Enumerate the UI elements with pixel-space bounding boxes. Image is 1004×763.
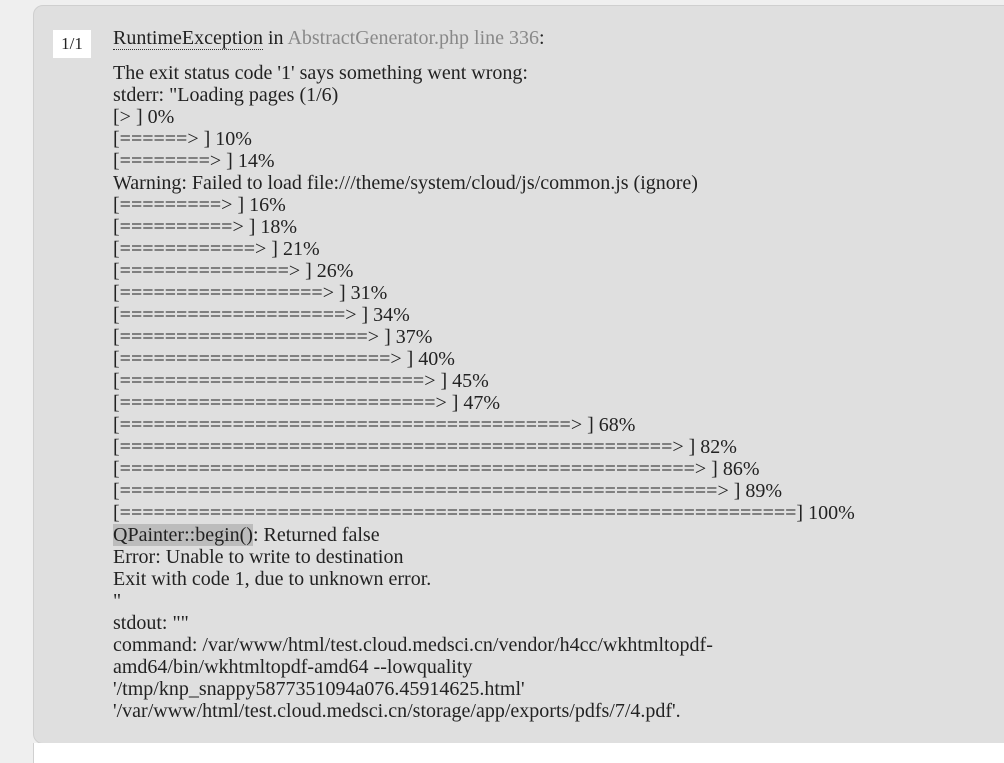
message-line: [========================> ] 40%	[113, 348, 455, 370]
message-line: [===========================> ] 45%	[113, 370, 489, 392]
message-line: "	[113, 590, 122, 612]
message-line: [> ] 0%	[113, 106, 175, 128]
file-link[interactable]: AbstractGenerator.php line 336	[287, 27, 540, 49]
message-line: Warning: Failed to load file:///theme/sy…	[113, 172, 698, 194]
message-line: [=======================================…	[113, 502, 855, 524]
message-line: [=======================================…	[113, 480, 783, 502]
counter: 1/1	[53, 30, 91, 58]
message-line: [====================> ] 34%	[113, 304, 410, 326]
message-line: [============> ] 21%	[113, 238, 320, 260]
message-line: stdout: ""	[113, 612, 189, 634]
exception-panel	[33, 5, 1004, 744]
message-line: [======================> ] 37%	[113, 326, 433, 348]
message-line: amd64/bin/wkhtmltopdf-amd64 --lowquality	[113, 656, 473, 678]
message-line: [==================> ] 31%	[113, 282, 388, 304]
message-line: [======> ] 10%	[113, 128, 252, 150]
message-line: [========> ] 14%	[113, 150, 275, 172]
message-line: [===============> ] 26%	[113, 260, 354, 282]
message-line: [=======================================…	[113, 414, 636, 436]
message-line: '/tmp/knp_snappy5877351094a076.45914625.…	[113, 678, 525, 700]
message-line: [=======================================…	[113, 458, 760, 480]
in: in	[262, 27, 288, 49]
message-line: stderr: "Loading pages (1/6)	[113, 84, 339, 106]
message-line: [=======================================…	[113, 436, 737, 458]
message-line: [=========> ] 16%	[113, 194, 286, 216]
message-line: Exit with code 1, due to unknown error.	[113, 568, 432, 590]
message-line: '/var/www/html/test.cloud.medsci.cn/stor…	[113, 700, 681, 722]
message: The exit status code '1' says something …	[113, 62, 855, 722]
message-line: command: /var/www/html/test.cloud.medsci…	[113, 634, 713, 656]
message-line: Error: Unable to write to destination	[113, 546, 404, 568]
message-line: QPainter::begin(): Returned false	[113, 524, 855, 546]
colon: :	[539, 27, 545, 49]
line-text: : Returned false	[252, 524, 380, 546]
message-line: The exit status code '1' says something …	[113, 62, 528, 84]
exception-class: RuntimeException	[113, 27, 263, 50]
trace-panel	[33, 743, 1004, 763]
message-line: [============================> ] 47%	[113, 392, 501, 414]
message-line: [==========> ] 18%	[113, 216, 298, 238]
highlight: QPainter::begin()	[113, 524, 253, 546]
exception-title: RuntimeException in AbstractGenerator.ph…	[113, 26, 545, 50]
